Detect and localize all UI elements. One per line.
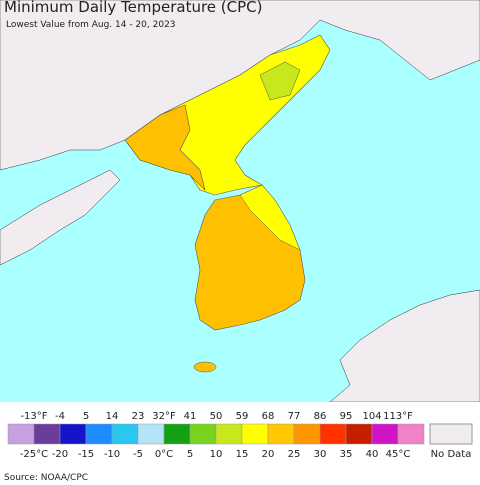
legend-f-label: 23 <box>132 411 145 422</box>
legend-swatch <box>189 423 217 445</box>
legend-f-label: 14 <box>106 411 119 422</box>
no-data-label: No Data <box>431 449 472 460</box>
legend-c-label: 5 <box>187 449 193 460</box>
legend-swatch <box>397 423 425 445</box>
nk-cool-region <box>259 61 301 101</box>
nk-west-region <box>124 104 206 191</box>
legend-f-label: 86 <box>314 411 327 422</box>
legend-f-label: 41 <box>184 411 197 422</box>
legend-swatch <box>241 423 269 445</box>
legend-f-label: 68 <box>262 411 275 422</box>
legend-swatch <box>293 423 321 445</box>
legend-swatch <box>85 423 113 445</box>
legend-c-label: -15 <box>78 449 94 460</box>
legend-f-label: -13°F <box>20 411 47 422</box>
legend-c-label: -5 <box>133 449 143 460</box>
legend-c-label: 45°C <box>386 449 411 460</box>
legend-swatch <box>345 423 373 445</box>
legend-c-label: 35 <box>340 449 353 460</box>
shandong-land <box>0 169 121 266</box>
legend-f-label: 5 <box>83 411 89 422</box>
legend-c-label: 20 <box>262 449 275 460</box>
legend-swatch <box>59 423 87 445</box>
legend-c-label: 30 <box>314 449 327 460</box>
legend-swatch <box>215 423 243 445</box>
legend-c-label: -10 <box>104 449 120 460</box>
subtitle: Lowest Value from Aug. 14 - 20, 2023 <box>6 20 176 30</box>
legend-f-label: 113°F <box>383 411 413 422</box>
legend-c-label: 10 <box>210 449 223 460</box>
legend-swatch <box>163 423 191 445</box>
legend-f-label: 50 <box>210 411 223 422</box>
legend-f-label: 77 <box>288 411 301 422</box>
legend-c-label: 40 <box>366 449 379 460</box>
legend-swatch <box>111 423 139 445</box>
legend-c-label: 15 <box>236 449 249 460</box>
legend-f-label: 104 <box>362 411 381 422</box>
source: Source: NOAA/CPC <box>4 473 88 483</box>
legend-c-label: -20 <box>52 449 68 460</box>
no-data-swatch <box>429 423 473 445</box>
legend-f-label: -4 <box>55 411 65 422</box>
legend-swatch <box>137 423 165 445</box>
legend-f-label: 59 <box>236 411 249 422</box>
legend-f-label: 95 <box>340 411 353 422</box>
legend-swatch <box>7 423 35 445</box>
legend-swatch <box>371 423 399 445</box>
title: Minimum Daily Temperature (CPC) <box>4 0 263 16</box>
legend-f-label: 32°F <box>152 411 176 422</box>
legend-c-label: 25 <box>288 449 301 460</box>
legend-swatch <box>33 423 61 445</box>
sk-east-region <box>239 184 301 251</box>
jeju-island <box>193 361 217 373</box>
legend-swatch <box>319 423 347 445</box>
legend-swatch <box>267 423 295 445</box>
legend-c-label: 0°C <box>155 449 173 460</box>
legend-c-label: -25°C <box>20 449 48 460</box>
